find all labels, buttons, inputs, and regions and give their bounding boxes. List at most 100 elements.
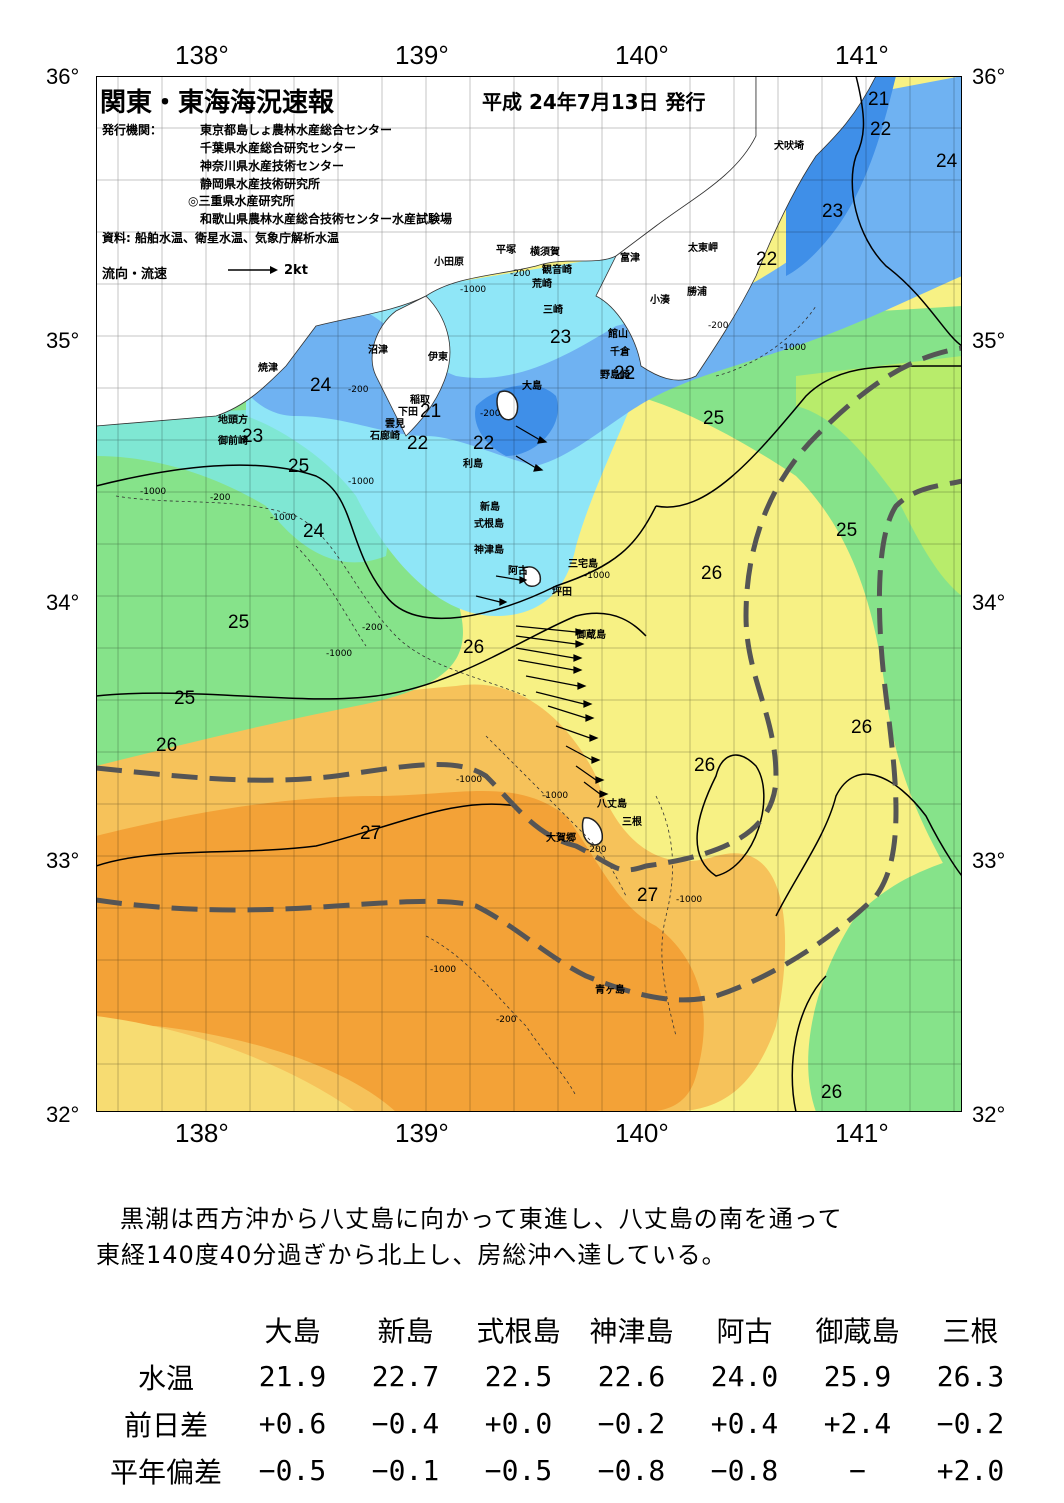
comment-line-1: 黒潮は西方沖から八丈島に向かって東進し、八丈島の南を通って [120, 1205, 843, 1233]
depth-label: -200 [348, 385, 369, 395]
isotherm-label: 23 [550, 327, 572, 348]
table-cell: 26.3 [936, 1360, 1005, 1393]
depth-label: -1000 [270, 513, 297, 523]
depth-label: -200 [510, 269, 531, 279]
current-arrows [475, 425, 609, 798]
isotherm-label: 25 [836, 520, 858, 541]
lat-label-left-36: 36° [46, 64, 80, 89]
data-source: 資料: 船舶水温、衛星水温、気象庁解析水温 [102, 231, 339, 245]
lat-label-right-32: 32° [972, 1102, 1006, 1127]
water-light-orange-south [96, 1016, 356, 1112]
isotherm-label: 22 [756, 249, 778, 270]
isotherm-label: 22 [614, 363, 636, 384]
table-header-row: 大島 新島 式根島 神津島 阿古 御蔵島 三根 [96, 1306, 1027, 1353]
legend-speed: 2kt [284, 263, 308, 278]
table-cell: +2.0 [936, 1454, 1005, 1487]
depth-label: -1000 [542, 791, 569, 801]
isotherm-label: 23 [242, 426, 264, 447]
legend-arrowhead [270, 266, 278, 274]
row-header: 前日差 [123, 1408, 208, 1442]
place-label: 伊東 [428, 352, 448, 363]
lat-label-right-34: 34° [972, 590, 1006, 615]
place-label: 犬吠埼 [774, 141, 804, 152]
org-label: 発行機関： [102, 123, 163, 137]
place-label: 稲取 [410, 395, 430, 406]
table-cell: +0.6 [258, 1407, 327, 1440]
isotherm-label: 22 [473, 433, 495, 454]
isotherm-label: 26 [694, 755, 716, 776]
place-label: 大島 [522, 381, 542, 392]
table-cell: −0.8 [597, 1454, 666, 1487]
table-cell: −0.4 [371, 1407, 440, 1440]
table-cell: −0.5 [258, 1454, 327, 1487]
lon-label-top-138: 138° [175, 40, 229, 70]
land-izu [371, 295, 451, 437]
place-label: 沼津 [368, 345, 388, 356]
depth-label: -200 [586, 845, 607, 855]
lat-label-left-34: 34° [46, 590, 80, 615]
org-6: 和歌山県農林水産総合技術センター水産試験場 [200, 212, 453, 226]
water-cold-blue-boso [786, 76, 896, 276]
place-label: 三根 [622, 817, 642, 828]
table-cell: 21.9 [258, 1360, 327, 1393]
isotherm-label: 25 [703, 408, 725, 429]
isotherm-label: 21 [868, 89, 890, 110]
land-boso [595, 76, 877, 381]
place-label: 観音崎 [542, 265, 572, 276]
isotherm-label: 27 [637, 885, 659, 906]
isotherm-label: 26 [851, 717, 873, 738]
station-header: 大島 [264, 1314, 321, 1348]
lat-label-right-33: 33° [972, 848, 1006, 873]
isotherm-label: 21 [420, 401, 442, 422]
place-label: 石廊崎 [370, 431, 400, 442]
table-cell: +0.4 [710, 1407, 779, 1440]
table-cell: 22.5 [484, 1360, 553, 1393]
lat-label-right-35: 35° [972, 328, 1006, 353]
table-cell: −0.8 [710, 1454, 779, 1487]
lat-label-right-36: 36° [972, 64, 1006, 89]
station-header: 神津島 [589, 1314, 674, 1348]
isotherm-label: 26 [463, 637, 485, 658]
comment-text: 黒潮は西方沖から八丈島に向かって東進し、八丈島の南を通って 東経140度40分過… [96, 1201, 996, 1273]
table-cell: −0.1 [371, 1454, 440, 1487]
place-label: 横須賀 [530, 247, 560, 258]
water-deep-orange [96, 791, 704, 1112]
depth-label: -1000 [460, 285, 487, 295]
isotherm-label: 27 [360, 823, 382, 844]
depth-label: -1000 [348, 477, 375, 487]
isotherm-label: 22 [870, 119, 892, 140]
place-label: 地頭方 [218, 415, 248, 426]
isotherms [96, 76, 962, 1112]
isotherm-label: 26 [821, 1082, 843, 1103]
kuroshio-axis [96, 345, 962, 1003]
lon-label-bottom-139: 139° [395, 1118, 449, 1148]
land-miyake [523, 566, 542, 587]
isotherm-label: 24 [303, 521, 325, 542]
table-row: 平年偏差 −0.5 −0.1 −0.5 −0.8 −0.8 − +2.0 [96, 1447, 1027, 1494]
row-header: 平年偏差 [109, 1455, 222, 1489]
table-cell: 22.6 [597, 1360, 666, 1393]
isotherm-label: 24 [936, 151, 958, 172]
observation-table: 大島 新島 式根島 神津島 阿古 御蔵島 三根 水温 21.9 22.7 22.… [96, 1306, 1027, 1494]
land-hachijo [581, 817, 603, 846]
lat-label-left-33: 33° [46, 848, 80, 873]
place-label: 太東岬 [688, 243, 718, 254]
depth-label: -1000 [430, 965, 457, 975]
isotherm-label: 26 [156, 735, 178, 756]
org-4: 静岡県水産技術研究所 [200, 177, 321, 191]
station-header: 御蔵島 [815, 1314, 900, 1348]
depth-label: -200 [708, 321, 729, 331]
depth-label: -1000 [140, 487, 167, 497]
place-label: 野島崎 [600, 370, 630, 381]
place-label: 小田原 [434, 257, 464, 268]
lat-label-left-32: 32° [46, 1102, 80, 1127]
isotherm-label: 25 [228, 612, 250, 633]
isotherm-label: 24 [310, 375, 332, 396]
map-border [96, 76, 962, 1112]
org-2: 千葉県水産総合研究センター [200, 141, 357, 155]
place-label: 大賀郷 [546, 833, 576, 844]
isotherm-label: 26 [701, 563, 723, 584]
table-cell: 24.0 [710, 1360, 779, 1393]
depth-contours [115, 305, 817, 1097]
table-cell: +0.0 [484, 1407, 553, 1440]
